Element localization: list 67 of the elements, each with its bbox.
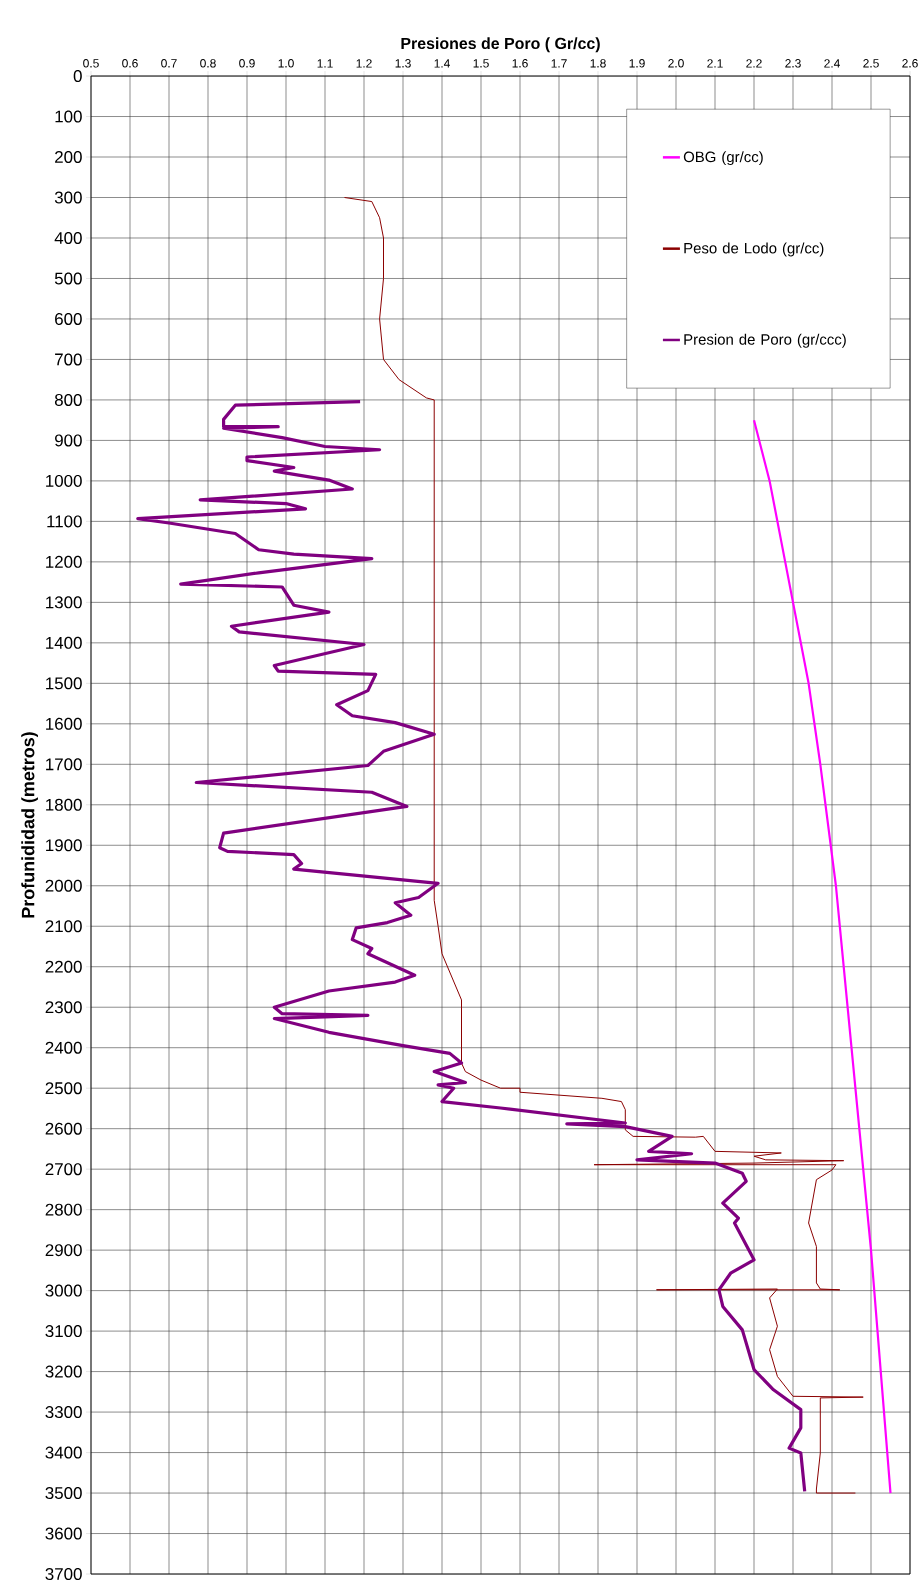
y-tick-label: 2600 [45, 1122, 82, 1135]
y-tick-label: 400 [54, 231, 82, 244]
y-tick-label: 500 [54, 272, 82, 285]
y-tick-label: 200 [55, 151, 82, 164]
y-tick-label: 1000 [46, 474, 82, 487]
y-tick-label: 900 [55, 434, 82, 447]
x-tick-label: 1.5 [473, 59, 489, 68]
x-tick-label: 2.5 [863, 59, 879, 68]
x-tick-label: 2.2 [746, 59, 762, 68]
y-tick-label: 3700 [45, 1568, 82, 1581]
x-tick-label: 0.5 [83, 59, 99, 68]
y-tick-label: 0 [73, 70, 82, 83]
y-tick-label: 2200 [45, 960, 82, 973]
y-tick-label: 3600 [45, 1527, 82, 1540]
y-tick-label: 3000 [45, 1284, 82, 1297]
x-tick-label: 0.7 [161, 59, 177, 68]
x-axis-title: Presiones de Poro ( Gr/cc) [401, 37, 600, 53]
y-tick-label: 1300 [46, 596, 82, 609]
x-tick-label: 1.8 [590, 59, 606, 68]
x-tick-label: 1.3 [395, 59, 411, 68]
y-tick-label: 100 [55, 110, 82, 123]
y-tick-label: 2100 [45, 920, 82, 933]
y-tick-label: 2400 [45, 1041, 82, 1054]
y-tick-label: 600 [55, 312, 82, 325]
y-tick-label: 2500 [45, 1082, 82, 1095]
x-tick-label: 0.6 [122, 59, 138, 68]
y-tick-label: 300 [54, 191, 82, 204]
x-tick-label: 2.3 [785, 59, 801, 68]
line-series [344, 197, 864, 1494]
x-tick-label: 0.9 [239, 59, 255, 68]
x-tick-label: 2.4 [824, 59, 840, 68]
y-tick-label: 1500 [46, 677, 82, 690]
x-tick-label: 1.6 [512, 59, 528, 68]
legend-label: Peso de Lodo (gr/cc) [684, 242, 824, 257]
y-tick-label: 1100 [47, 515, 82, 528]
y-tick-label: 1200 [46, 555, 82, 568]
y-tick-label: 2700 [45, 1163, 82, 1176]
x-tick-label: 2.1 [707, 59, 723, 68]
y-tick-label: 800 [54, 393, 82, 406]
x-tick-label: 2.0 [668, 59, 684, 68]
y-tick-label: 3500 [45, 1487, 82, 1500]
x-tick-label: 0.8 [200, 59, 216, 68]
y-tick-label: 1600 [46, 717, 82, 730]
x-tick-label: 1.1 [317, 59, 333, 68]
y-tick-label: 3100 [45, 1325, 82, 1338]
y-tick-label: 2300 [45, 1001, 82, 1014]
x-tick-label: 2.6 [902, 59, 918, 68]
x-tick-label: 1.9 [629, 59, 645, 68]
y-axis-title: Profunididad (metros) [21, 732, 38, 918]
y-tick-label: 3400 [45, 1446, 82, 1459]
y-tick-label: 2000 [45, 879, 82, 892]
y-tick-label: 1900 [46, 839, 82, 852]
y-tick-label: 700 [55, 353, 82, 366]
y-tick-label: 1800 [46, 798, 82, 811]
y-tick-label: 3300 [45, 1406, 82, 1419]
legend-label: OBG (gr/cc) [683, 151, 763, 166]
y-tick-label: 2900 [45, 1244, 82, 1257]
y-tick-label: 1700 [46, 758, 82, 771]
x-tick-label: 1.7 [551, 59, 567, 68]
x-tick-label: 1.2 [356, 59, 372, 68]
y-tick-label: 1400 [46, 636, 82, 649]
line-series [136, 399, 807, 1494]
legend-label: Presion de Poro (gr/ccc) [684, 333, 846, 348]
y-tick-label: 2800 [45, 1203, 82, 1216]
x-tick-label: 1.4 [434, 59, 450, 68]
y-tick-label: 3200 [45, 1365, 82, 1378]
x-tick-label: 1.0 [278, 59, 294, 68]
